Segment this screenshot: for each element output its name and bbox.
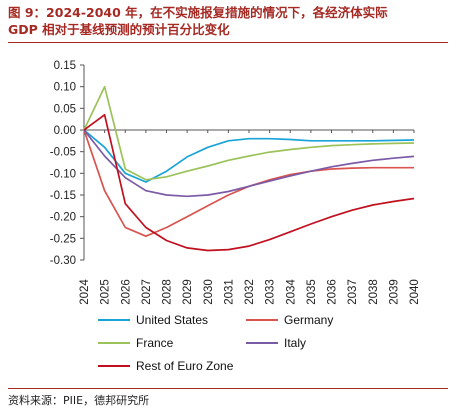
y-tick-label: -0.20 <box>50 212 76 224</box>
legend: United States Germany France Italy Rest of E… <box>98 313 333 373</box>
y-tick-label: -0.30 <box>50 255 76 267</box>
chart-title-line-1: 图 9：2024-2040 年，在不实施报复措施的情况下，各经济体实际 <box>8 5 388 20</box>
y-tick-label: -0.15 <box>50 190 76 202</box>
chart-title: 图 9：2024-2040 年，在不实施报复措施的情况下，各经济体实际 GDP … <box>8 4 452 38</box>
chart-title-line-2: GDP 相对于基线预测的预计百分比变化 <box>8 22 230 37</box>
legend-label-france: France <box>136 336 174 350</box>
y-tick-label: 0.00 <box>54 125 76 137</box>
x-tick-label: 2038 <box>368 279 380 305</box>
x-tick-label: 2028 <box>162 279 174 305</box>
legend-label-rest-of-euro-zone: Rest of Euro Zone <box>136 359 234 373</box>
series-line-rest-of-euro-zone <box>83 113 415 252</box>
x-axis: 2024 2025 2026 2027 2028 2029 2030 2031 2032 2033… <box>79 129 421 305</box>
x-tick-label: 2026 <box>120 279 132 305</box>
x-tick-label: 2024 <box>79 279 91 305</box>
x-tick-label: 2029 <box>182 279 194 305</box>
y-tick-label: 0.05 <box>54 103 76 115</box>
legend-label-italy: Italy <box>284 336 306 350</box>
source-note: 资料来源：PIIE，德邦研究所 <box>8 394 150 407</box>
x-tick-label: 2039 <box>388 279 400 305</box>
x-tick-label: 2032 <box>244 279 256 305</box>
x-tick-label: 2037 <box>347 279 359 305</box>
series-line-france <box>83 85 415 181</box>
source-divider <box>8 388 448 389</box>
legend-label-united-states: United States <box>136 313 208 327</box>
y-tick-label: -0.05 <box>50 147 76 159</box>
x-tick-label: 2031 <box>223 279 235 305</box>
x-tick-label: 2035 <box>306 279 318 305</box>
y-tick-label: -0.25 <box>50 233 76 245</box>
title-divider <box>8 42 448 43</box>
x-tick-label: 2034 <box>285 279 297 305</box>
y-tick-label: -0.10 <box>50 168 76 180</box>
y-axis: 0.15 0.10 0.05 0.00 -0.05 -0.10 -0.15 -0.20 -0.2… <box>50 60 85 267</box>
x-tick-label: 2036 <box>327 279 339 305</box>
series-line-italy <box>83 129 415 198</box>
y-tick-label: 0.10 <box>54 82 76 94</box>
x-tick-label: 2040 <box>409 279 421 305</box>
x-tick-label: 2027 <box>141 279 153 305</box>
x-tick-label: 2030 <box>203 279 215 305</box>
series-line-united-states <box>83 129 415 183</box>
series-layer <box>83 85 415 252</box>
legend-label-germany: Germany <box>284 313 333 327</box>
y-tick-label: 0.15 <box>54 60 76 72</box>
x-tick-label: 2025 <box>100 279 112 305</box>
x-tick-label: 2033 <box>265 279 277 305</box>
